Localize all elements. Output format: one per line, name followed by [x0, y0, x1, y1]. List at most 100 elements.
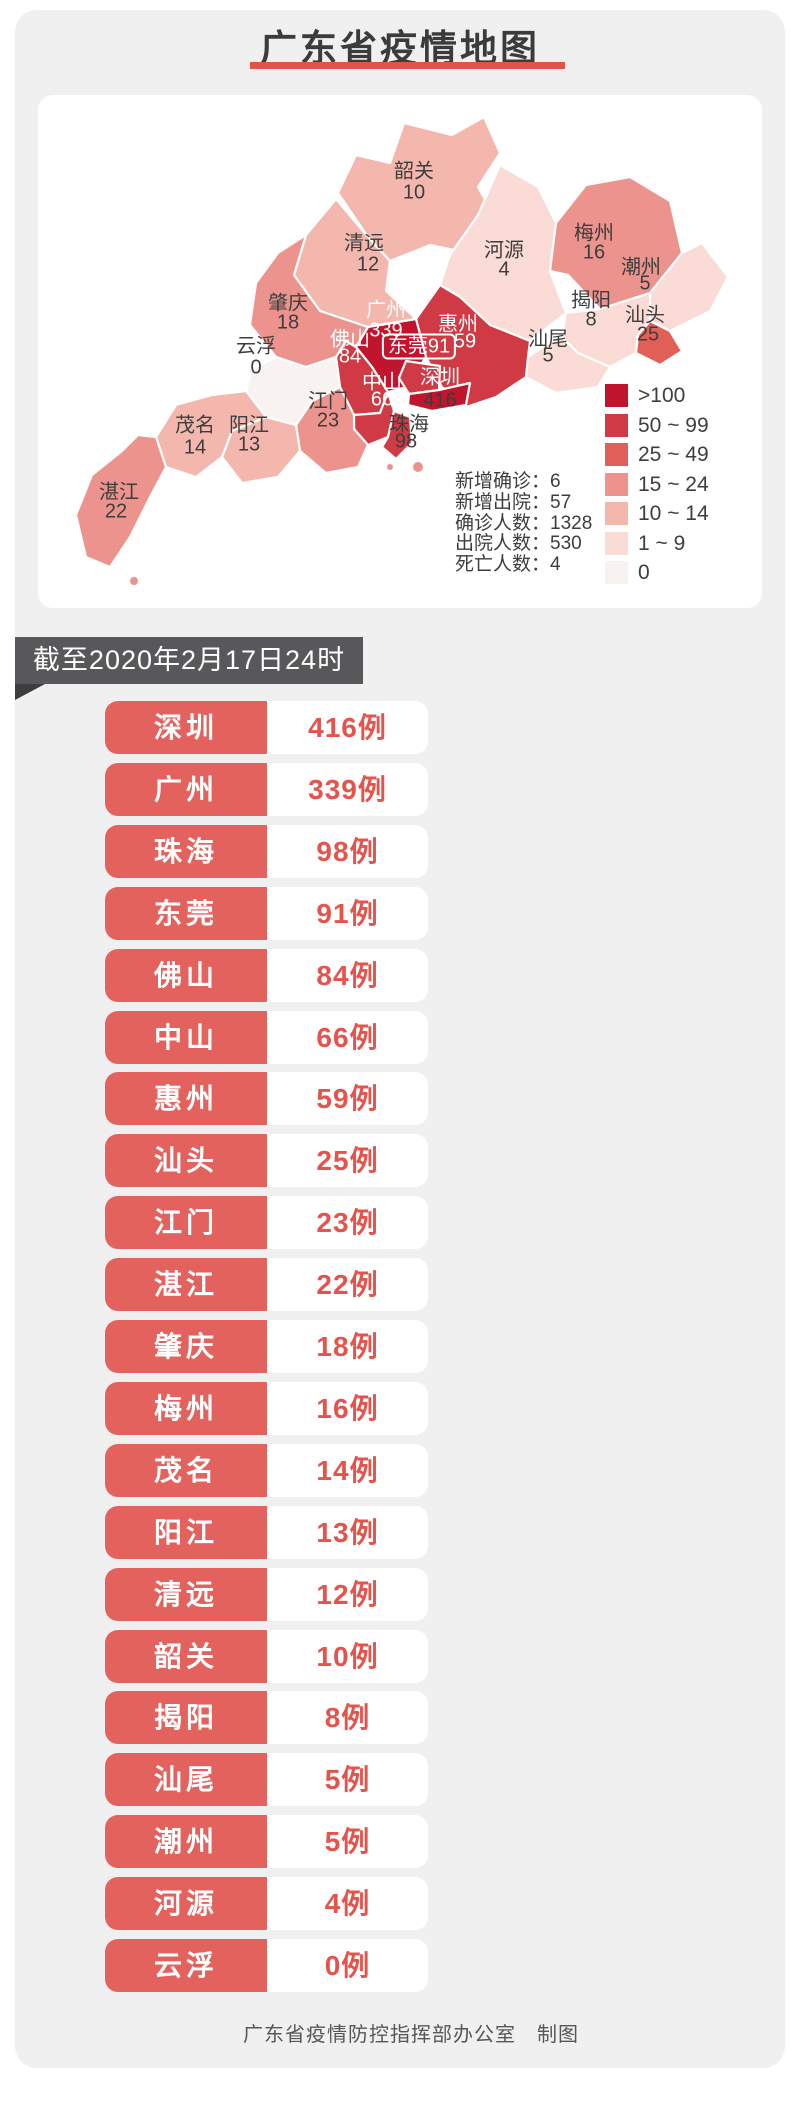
- table-row-city: 湛江: [105, 1258, 267, 1311]
- stat-line: 死亡人数：4: [455, 554, 561, 576]
- date-banner: 截至2020年2月17日24时: [15, 637, 363, 684]
- stat-line: 新增出院：57: [455, 491, 572, 513]
- map-label-qingyuan-name: 清远: [344, 232, 384, 255]
- table-row-cases: 14例: [267, 1444, 428, 1497]
- map-label-yangjiang-name: 阳江: [229, 414, 269, 437]
- table-row-cases: 25例: [267, 1134, 428, 1187]
- region-yunfu: [244, 355, 342, 427]
- map-label-zhanjiang-value: 22: [104, 500, 128, 523]
- map-label-shaoguan-value: 10: [402, 181, 426, 204]
- table-row-city: 惠州: [105, 1072, 267, 1125]
- island-dot: [413, 462, 423, 472]
- table-row-city: 梅州: [105, 1382, 267, 1435]
- table-row-cases: 5例: [267, 1753, 428, 1806]
- table-row-city: 中山: [105, 1011, 267, 1064]
- island-dot: [130, 577, 138, 585]
- island-dot: [387, 464, 393, 470]
- map-label-guangzhou-value: 339: [369, 319, 403, 342]
- map-label-jieyang-name: 揭阳: [571, 289, 611, 312]
- map-label-huizhou-value: 59: [453, 330, 477, 353]
- table-row-cases: 59例: [267, 1072, 428, 1125]
- stat-line: 新增确诊：6: [455, 471, 561, 492]
- table-row-cases: 91例: [267, 887, 428, 940]
- table-row-cases: 16例: [267, 1382, 428, 1435]
- map-label-zhaoqing-value: 18: [276, 311, 300, 334]
- table-row-city: 佛山: [105, 949, 267, 1002]
- map-label-shantou-name: 汕头: [625, 304, 665, 327]
- map-label-jieyang-value: 8: [585, 308, 597, 331]
- table-row-city: 茂名: [105, 1444, 267, 1497]
- map-label-yunfu-name: 云浮: [236, 335, 276, 358]
- region-shaoguan: [336, 115, 502, 263]
- table-row-cases: 22例: [267, 1258, 428, 1311]
- table-row-cases: 84例: [267, 949, 428, 1002]
- table-row-cases: 10例: [267, 1630, 428, 1683]
- map-label-zhuhai-value: 98: [394, 430, 418, 453]
- map-label-shenzhen-name: 深圳: [420, 366, 460, 389]
- table-row-cases: 339例: [267, 763, 428, 816]
- table-row-city: 肇庆: [105, 1320, 267, 1373]
- map-label-meizhou-name: 梅州: [574, 222, 614, 245]
- table-row-city: 珠海: [105, 825, 267, 878]
- legend-swatch: [605, 472, 628, 496]
- region-maoming: [154, 389, 268, 479]
- map-label-heyuan-value: 4: [498, 258, 510, 281]
- map-label-chaozhou-name: 潮州: [621, 256, 661, 279]
- map-label-jiangmen-name: 江门: [308, 390, 348, 413]
- table-row-city: 阳江: [105, 1506, 267, 1559]
- legend-label: 10 ~ 14: [638, 502, 709, 525]
- map-label-zhongshan-name: 中山: [362, 371, 402, 394]
- map-label-zhanjiang-name: 湛江: [99, 481, 139, 504]
- table-row-cases: 5例: [267, 1815, 428, 1868]
- table-row-city: 深圳: [105, 701, 267, 754]
- stat-line: 确诊人数：1328: [455, 512, 593, 534]
- table-row-cases: 4例: [267, 1877, 428, 1930]
- map-label-shaoguan-name: 韶关: [394, 160, 434, 183]
- map-label-yunfu-value: 0: [250, 356, 262, 379]
- map-label-maoming-value: 14: [183, 436, 207, 459]
- map-label-zhongshan-value: 66: [370, 388, 394, 411]
- map-label-jiangmen-value: 23: [316, 409, 340, 432]
- region-shantou: [634, 319, 684, 367]
- legend-label: 15 ~ 24: [638, 472, 709, 496]
- table-row-city: 汕尾: [105, 1753, 267, 1806]
- table-row-city: 东莞: [105, 887, 267, 940]
- table-row-cases: 416例: [267, 701, 428, 754]
- legend-swatch: [605, 443, 628, 466]
- footer-credit: 广东省疫情防控指挥部办公室 制图: [243, 2024, 579, 2046]
- map-card: 韶关 10 清远 12 河源 4 梅州 16 潮州 5 揭阳 8 汕头 25 汕尾 5 惠州 59 广州 339 东莞9…: [38, 95, 762, 608]
- map-label-chaozhou-value: 5: [639, 272, 651, 295]
- map-label-maoming-name: 茂名: [175, 414, 215, 437]
- table-row-city: 河源: [105, 1877, 267, 1930]
- map-label-shanwei-name: 汕尾: [528, 328, 568, 351]
- map-label-guangzhou-name: 广州: [366, 299, 406, 322]
- map-label-zhaoqing-name: 肇庆: [268, 292, 308, 315]
- map-label-huizhou-name: 惠州: [438, 313, 478, 336]
- region-zhanjiang: [74, 433, 168, 569]
- table-row-cases: 12例: [267, 1568, 428, 1621]
- table-row-city: 江门: [105, 1196, 267, 1249]
- legend-swatch: [605, 502, 628, 525]
- table-row-city: 汕头: [105, 1134, 267, 1187]
- legend-label: 50 ~ 99: [638, 413, 709, 437]
- map-label-foshan-value: 84: [338, 345, 362, 368]
- table-row-city: 韶关: [105, 1630, 267, 1683]
- legend-label: 25 ~ 49: [638, 443, 709, 466]
- map-label-shanwei-value: 5: [542, 344, 554, 367]
- date-banner-text: 截至2020年2月17日24时: [32, 645, 346, 675]
- region-shanwei: [524, 335, 612, 395]
- table-row-cases: 18例: [267, 1320, 428, 1373]
- legend-label: 0: [638, 561, 650, 584]
- map-label-shenzhen-value: 416: [423, 389, 457, 412]
- table-row-city: 清远: [105, 1568, 267, 1621]
- map-label-meizhou-value: 16: [582, 241, 606, 264]
- guangdong-choropleth-map: [74, 115, 730, 585]
- table-row-city: 云浮: [105, 1939, 267, 1992]
- table-row-cases: 23例: [267, 1196, 428, 1249]
- legend-swatch: [605, 531, 628, 555]
- table-row-cases: 8例: [267, 1691, 428, 1744]
- legend-swatch: [605, 561, 628, 584]
- region-zhuhai: [380, 409, 414, 461]
- map-label-dongguan: 东莞91: [381, 333, 457, 360]
- table-row-cases: 13例: [267, 1506, 428, 1559]
